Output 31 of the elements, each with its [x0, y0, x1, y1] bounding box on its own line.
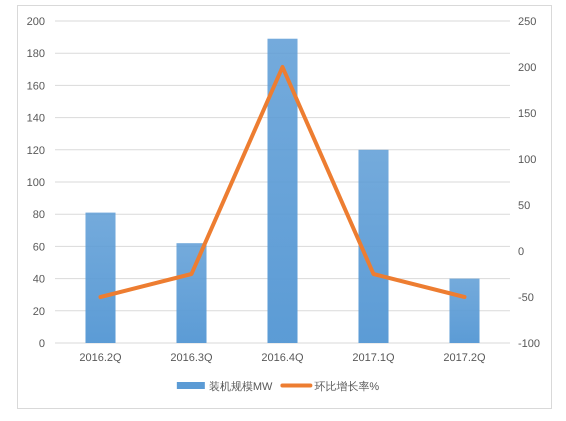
- legend-label: 装机规模MW: [208, 380, 273, 393]
- y-tick-label: 40: [32, 274, 45, 286]
- y-tick-label: 200: [26, 16, 45, 28]
- bar: [358, 150, 389, 343]
- y-tick-label: 120: [26, 144, 45, 157]
- x-tick-label: 2016.3Q: [170, 352, 214, 364]
- x-tick-label: 2017.2Q: [443, 352, 486, 364]
- y2-tick-label: 150: [518, 108, 536, 120]
- y2-tick-label: 100: [518, 154, 536, 166]
- x-tick-label: 2016.4Q: [261, 352, 304, 364]
- x-tick-label: 2017.1Q: [352, 352, 396, 364]
- y-tick-label: 100: [26, 177, 45, 189]
- bar: [176, 243, 207, 343]
- y-tick-label: 180: [26, 48, 45, 60]
- y2-tick-label: 50: [518, 200, 530, 212]
- y-tick-label: 20: [32, 306, 45, 318]
- y-tick-label: 60: [32, 241, 45, 254]
- y2-tick-label: -50: [518, 292, 534, 304]
- x-tick-label: 2016.2Q: [79, 352, 122, 364]
- bar: [449, 278, 480, 343]
- y-tick-label: 80: [32, 209, 45, 222]
- y2-tick-label: 0: [518, 246, 524, 258]
- bar: [267, 38, 298, 343]
- y-tick-label: 160: [26, 80, 45, 92]
- bar: [85, 212, 116, 343]
- y2-tick-label: 250: [518, 16, 536, 28]
- y-tick-label: 140: [26, 112, 45, 125]
- y2-tick-label: -100: [518, 338, 540, 350]
- y-tick-label: 0: [38, 338, 45, 350]
- y2-tick-label: 200: [518, 62, 536, 74]
- legend-label: 环比增长率%: [314, 380, 380, 393]
